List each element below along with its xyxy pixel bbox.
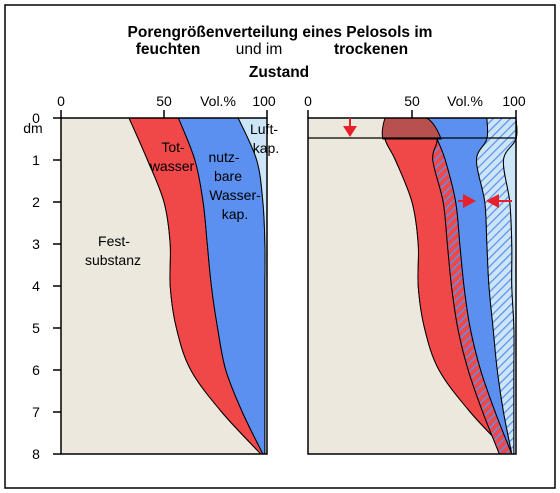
panel-feuchten: 0 50 100 Vol.% 0 1 2 3 4 5 6 7 8 dm Fest- substa… <box>23 93 279 462</box>
label-line: Wasser- <box>209 187 261 203</box>
label-line: Tot- <box>161 139 185 155</box>
y-tick-label: 7 <box>32 404 40 420</box>
x-tick-label: 0 <box>304 93 312 109</box>
y-tick-label: 1 <box>32 152 40 168</box>
x-axis-unit: Vol.% <box>447 93 483 109</box>
y-axis-unit: dm <box>23 120 42 136</box>
arrow-down-icon <box>343 118 357 137</box>
y-tick-label: 2 <box>32 194 40 210</box>
label-nutzbare-wasserkap: nutz- bare Wasser- kap. <box>208 149 261 222</box>
y-tick-label: 8 <box>32 446 40 462</box>
label-line: Luft- <box>250 121 278 137</box>
label-line: kap. <box>222 206 248 222</box>
label-luftkap: Luft- kap. <box>250 121 279 156</box>
x-tick-label: 100 <box>502 93 526 109</box>
title-line-3: Zustand <box>249 64 309 81</box>
chart-title: Porengrößenverteilung eines Pelosols im … <box>128 24 433 81</box>
y-tick-label: 5 <box>32 320 40 336</box>
y-tick-label: 3 <box>32 236 40 252</box>
area-crack-darkened <box>381 117 442 140</box>
panel-trockenen: 0 50 100 Vol.% <box>304 93 526 455</box>
label-totwasser: Tot- wasser <box>149 139 195 174</box>
title-word-feuchten: feuchten <box>136 41 201 58</box>
y-tick-label: 6 <box>32 362 40 378</box>
label-line: wasser <box>149 158 195 174</box>
y-axis: 0 1 2 3 4 5 6 7 8 <box>32 110 61 462</box>
x-axis-unit: Vol.% <box>200 93 236 109</box>
title-line-1: Porengrößenverteilung eines Pelosols im <box>128 24 433 41</box>
label-festsubstanz: Fest- substanz <box>85 233 141 268</box>
x-tick-label: 50 <box>404 93 420 109</box>
x-tick-label: 100 <box>252 93 276 109</box>
title-word-und-im: und im <box>236 41 283 58</box>
arrow-right-icon <box>458 194 476 208</box>
label-line: Fest- <box>98 233 130 249</box>
arrow-left-icon <box>486 194 512 208</box>
label-line: nutz- <box>208 149 239 165</box>
y-tick-label: 4 <box>32 278 40 294</box>
x-tick-label: 0 <box>57 93 65 109</box>
y-tick-label: 0 <box>32 110 40 126</box>
label-line: bare <box>214 168 242 184</box>
label-line: kap. <box>253 140 279 156</box>
title-word-trockenen: trockenen <box>334 41 408 58</box>
x-tick-label: 50 <box>156 93 172 109</box>
label-line: substanz <box>85 252 141 268</box>
